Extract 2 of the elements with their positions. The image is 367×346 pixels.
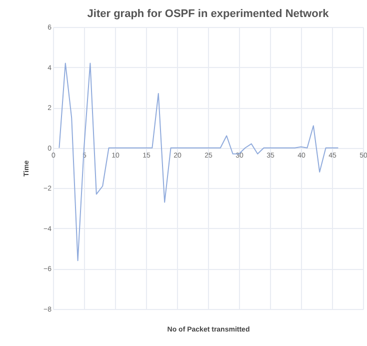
chart-title: Jiter graph for OSPF in experimented Network — [87, 8, 330, 20]
line-series — [58, 62, 339, 262]
